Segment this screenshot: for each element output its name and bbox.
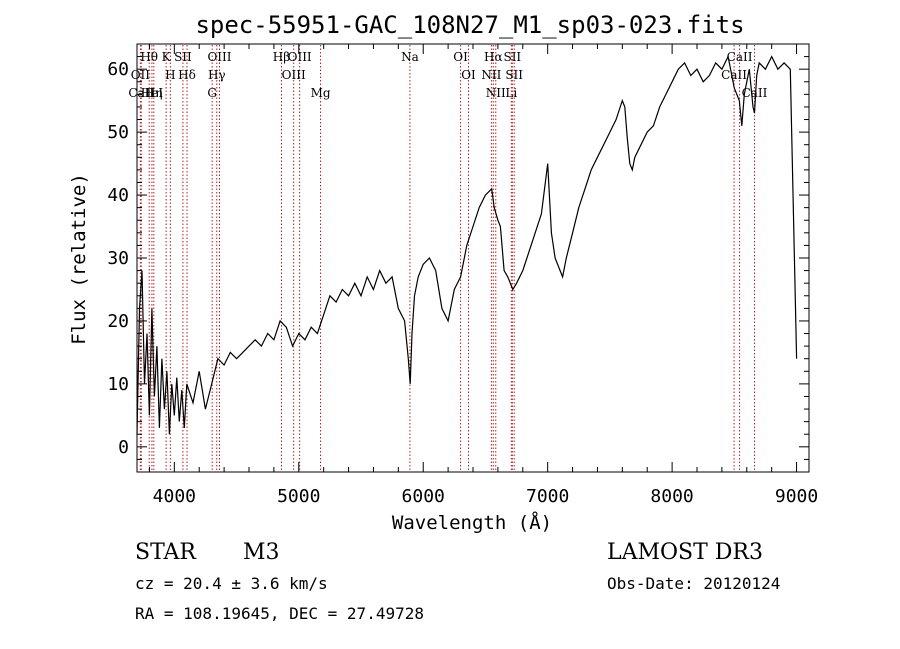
line-label-6: H (165, 68, 175, 82)
y-tick-label-0: 0 (118, 437, 129, 458)
line-label-7: SII (174, 50, 192, 64)
spectral-line-markers (139, 45, 755, 471)
x-axis-label: Wavelength (Å) (392, 511, 552, 534)
y-tick-label-40: 40 (107, 185, 129, 206)
line-label-13: OIII (288, 50, 312, 64)
line-label-22: SII (503, 50, 521, 64)
coordinates-readout: RA = 108.19645, DEC = 27.49728 (135, 604, 424, 623)
line-label-2: CaII (128, 86, 154, 100)
y-tick-label-50: 50 (107, 122, 129, 143)
x-tick-label-8000: 8000 (650, 486, 693, 507)
redshift-readout: cz = 20.4 ± 3.6 km/s (135, 574, 328, 593)
line-label-3: HeI (141, 86, 164, 100)
line-label-26: CaII (721, 68, 747, 82)
line-label-24: SII (505, 68, 523, 82)
x-tick-label-5000: 5000 (277, 486, 320, 507)
line-label-10: Hγ (208, 68, 226, 82)
x-tick-label-7000: 7000 (526, 486, 569, 507)
x-tick-label-6000: 6000 (402, 486, 445, 507)
line-label-4: Hη (145, 86, 163, 100)
observation-date: Obs-Date: 20120124 (607, 574, 780, 593)
y-tick-label-60: 60 (107, 59, 129, 80)
line-label-5: K (162, 50, 172, 64)
x-tick-label-9000: 9000 (775, 486, 818, 507)
line-label-0: Hθ (140, 50, 158, 64)
line-label-25: CaII (727, 50, 753, 64)
spectral-line-labels: HθOIICaIIHeIHηKHSIIHδOIIIHγGHβOIIIOIIIMg… (128, 50, 767, 100)
line-label-14: OIII (282, 68, 306, 82)
y-tick-label-30: 30 (107, 248, 129, 269)
line-label-21: NII (486, 86, 506, 100)
x-axis-ticks: 4000 5000 6000 7000 8000 9000 (148, 44, 818, 507)
line-label-17: OI (453, 50, 468, 64)
line-label-1: OII (131, 68, 151, 82)
line-label-12: Hβ (273, 50, 290, 64)
line-label-16: Na (401, 50, 419, 64)
x-tick-label-4000: 4000 (153, 486, 196, 507)
y-axis-ticks: 0 10 20 30 40 50 60 (107, 43, 809, 473)
line-label-19: Hα (484, 50, 503, 64)
y-tick-label-10: 10 (107, 374, 129, 395)
object-class: STAR (135, 540, 197, 565)
line-label-8: Hδ (178, 68, 196, 82)
line-label-18: OI (461, 68, 476, 82)
line-label-15: Mg (311, 86, 331, 100)
survey-name: LAMOST DR3 (607, 540, 763, 565)
line-label-11: G (207, 86, 217, 100)
spectrum-series-line (136, 54, 798, 435)
line-label-20: NII (481, 68, 501, 82)
y-tick-label-20: 20 (107, 311, 129, 332)
line-label-9: OIII (207, 50, 231, 64)
plot-frame (136, 43, 810, 473)
y-axis-label: Flux (relative) (68, 173, 90, 345)
chart-title: spec-55951-GAC_108N27_M1_sp03-023.fits (195, 11, 744, 39)
object-subclass: M3 (243, 540, 280, 565)
line-label-27: CaII (742, 86, 768, 100)
line-label-23: Li (505, 86, 517, 100)
